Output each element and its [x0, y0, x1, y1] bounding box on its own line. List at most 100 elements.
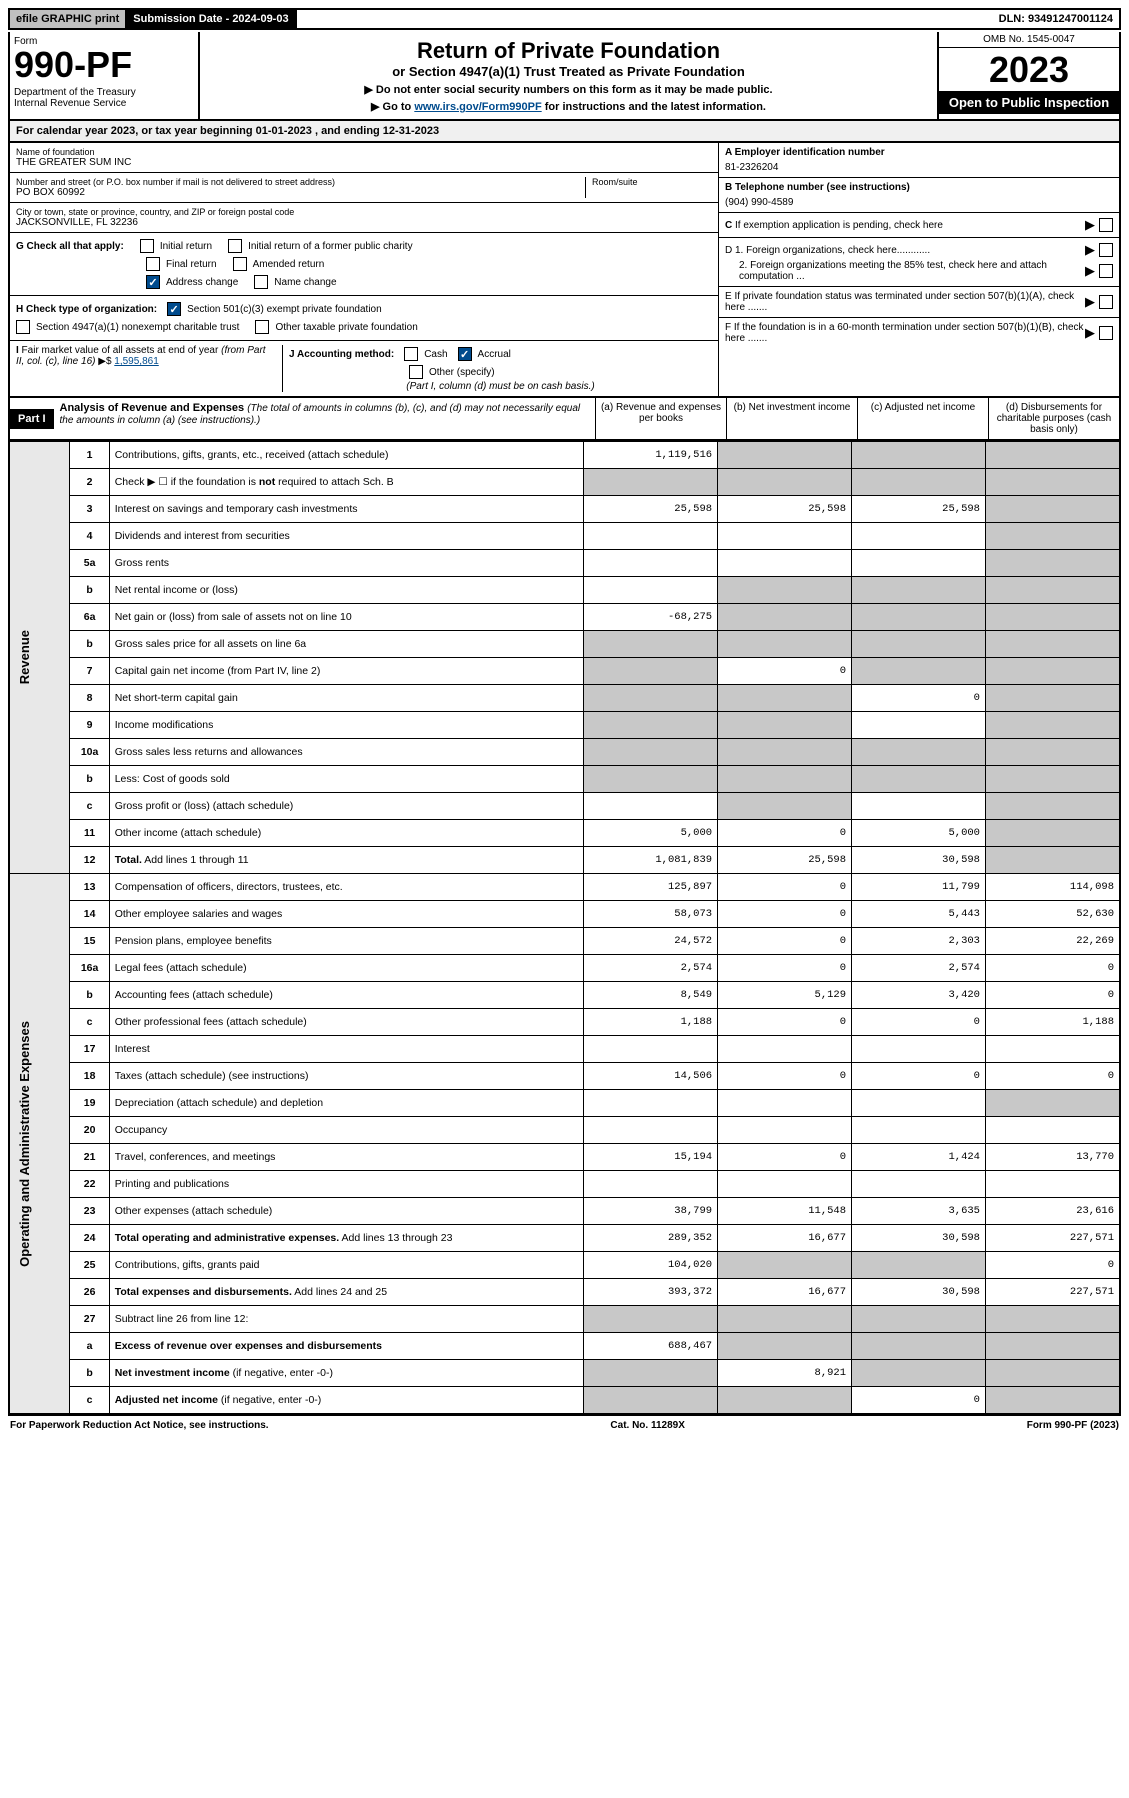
section-h: H Check type of organization: ✓Section 5… — [10, 296, 718, 341]
amount-cell — [718, 1387, 852, 1415]
checkbox-cash[interactable] — [404, 347, 418, 361]
form-note1: ▶ Do not enter social security numbers o… — [206, 83, 931, 96]
amount-cell — [718, 631, 852, 658]
amount-cell: 0 — [718, 820, 852, 847]
amount-cell — [985, 550, 1120, 577]
checkbox-e[interactable] — [1099, 295, 1113, 309]
header-left: Form 990-PF Department of the Treasury I… — [10, 32, 200, 119]
amount-cell: 8,549 — [584, 982, 718, 1009]
line-number: b — [70, 766, 109, 793]
e-label: E If private foundation status was termi… — [725, 291, 1085, 313]
amount-cell: 5,000 — [852, 820, 986, 847]
amount-cell — [985, 793, 1120, 820]
amount-cell: 23,616 — [985, 1198, 1120, 1225]
checkbox-d1[interactable] — [1099, 243, 1113, 257]
line-number: 7 — [70, 658, 109, 685]
table-row: 24Total operating and administrative exp… — [9, 1225, 1120, 1252]
amount-cell — [584, 793, 718, 820]
checkbox-initial-public[interactable] — [228, 239, 242, 253]
amount-cell — [584, 1306, 718, 1333]
amount-cell: 5,443 — [852, 901, 986, 928]
amount-cell — [718, 523, 852, 550]
checkbox-c[interactable] — [1099, 218, 1113, 232]
form-number: 990-PF — [14, 47, 194, 83]
table-row: 19Depreciation (attach schedule) and dep… — [9, 1090, 1120, 1117]
line-number: 21 — [70, 1144, 109, 1171]
checkbox-other-method[interactable] — [409, 365, 423, 379]
checkbox-f[interactable] — [1099, 326, 1113, 340]
amount-cell: 3,420 — [852, 982, 986, 1009]
checkbox-initial-return[interactable] — [140, 239, 154, 253]
amount-cell: 16,677 — [718, 1225, 852, 1252]
amount-cell — [584, 1036, 718, 1063]
table-row: 7Capital gain net income (from Part IV, … — [9, 658, 1120, 685]
checkbox-final-return[interactable] — [146, 257, 160, 271]
amount-cell: 38,799 — [584, 1198, 718, 1225]
line-description: Other expenses (attach schedule) — [109, 1198, 583, 1225]
checkbox-501c3[interactable]: ✓ — [167, 302, 181, 316]
table-row: 5aGross rents — [9, 550, 1120, 577]
part1-label: Part I — [10, 409, 54, 429]
amount-cell: 0 — [718, 874, 852, 901]
address-cell: Number and street (or P.O. box number if… — [10, 173, 718, 203]
line-description: Occupancy — [109, 1117, 583, 1144]
table-row: 23Other expenses (attach schedule)38,799… — [9, 1198, 1120, 1225]
section-c: C If exemption application is pending, c… — [719, 213, 1119, 238]
amount-cell — [718, 739, 852, 766]
checkbox-4947[interactable] — [16, 320, 30, 334]
line-description: Less: Cost of goods sold — [109, 766, 583, 793]
line-number: 2 — [70, 469, 109, 496]
amount-cell — [584, 658, 718, 685]
form990pf-link[interactable]: www.irs.gov/Form990PF — [414, 101, 541, 113]
line-number: 5a — [70, 550, 109, 577]
g-opt-3: Amended return — [253, 259, 325, 270]
foundation-name-cell: Name of foundation THE GREATER SUM INC — [10, 143, 718, 173]
line-number: 4 — [70, 523, 109, 550]
checkbox-other-taxable[interactable] — [255, 320, 269, 334]
line-number: c — [70, 1387, 109, 1415]
amount-cell: 2,303 — [852, 928, 986, 955]
amount-cell: 0 — [852, 1009, 986, 1036]
opex-section-label: Operating and Administrative Expenses — [9, 874, 70, 1415]
arrow-icon: ▶ — [1085, 325, 1095, 341]
submission-date: Submission Date - 2024-09-03 — [127, 10, 296, 28]
amount-cell: 15,194 — [584, 1144, 718, 1171]
checkbox-address-change[interactable]: ✓ — [146, 275, 160, 289]
footer-right: Form 990-PF (2023) — [1027, 1420, 1119, 1431]
amount-cell — [852, 631, 986, 658]
omb-number: OMB No. 1545-0047 — [939, 32, 1119, 48]
line-number: 26 — [70, 1279, 109, 1306]
line-number: 6a — [70, 604, 109, 631]
amount-cell: 0 — [718, 928, 852, 955]
line-description: Net investment income (if negative, ente… — [109, 1360, 583, 1387]
col-b-head: (b) Net investment income — [726, 398, 857, 439]
line-number: c — [70, 1009, 109, 1036]
amount-cell — [852, 766, 986, 793]
g-opt-4: Address change — [166, 277, 238, 288]
amount-cell: 11,799 — [852, 874, 986, 901]
checkbox-d2[interactable] — [1099, 264, 1113, 278]
checkbox-name-change[interactable] — [254, 275, 268, 289]
checkbox-amended[interactable] — [233, 257, 247, 271]
line-number: 13 — [70, 874, 109, 901]
page-footer: For Paperwork Reduction Act Notice, see … — [8, 1415, 1121, 1435]
checkbox-accrual[interactable]: ✓ — [458, 347, 472, 361]
table-row: 8Net short-term capital gain0 — [9, 685, 1120, 712]
header-mid: Return of Private Foundation or Section … — [200, 32, 937, 119]
line-number: b — [70, 631, 109, 658]
amount-cell: 16,677 — [718, 1279, 852, 1306]
form-subtitle: or Section 4947(a)(1) Trust Treated as P… — [206, 64, 931, 79]
line-number: 20 — [70, 1117, 109, 1144]
line-description: Net gain or (loss) from sale of assets n… — [109, 604, 583, 631]
h-label: H Check type of organization: — [16, 304, 157, 315]
amount-cell — [985, 658, 1120, 685]
table-row: 10aGross sales less returns and allowanc… — [9, 739, 1120, 766]
amount-cell: 114,098 — [985, 874, 1120, 901]
amount-cell — [985, 1117, 1120, 1144]
amount-cell: 1,081,839 — [584, 847, 718, 874]
amount-cell: 11,548 — [718, 1198, 852, 1225]
arrow-icon: ▶ — [1085, 217, 1095, 233]
line-number: 14 — [70, 901, 109, 928]
f-label: F If the foundation is in a 60-month ter… — [725, 322, 1085, 344]
amount-cell: 1,188 — [985, 1009, 1120, 1036]
